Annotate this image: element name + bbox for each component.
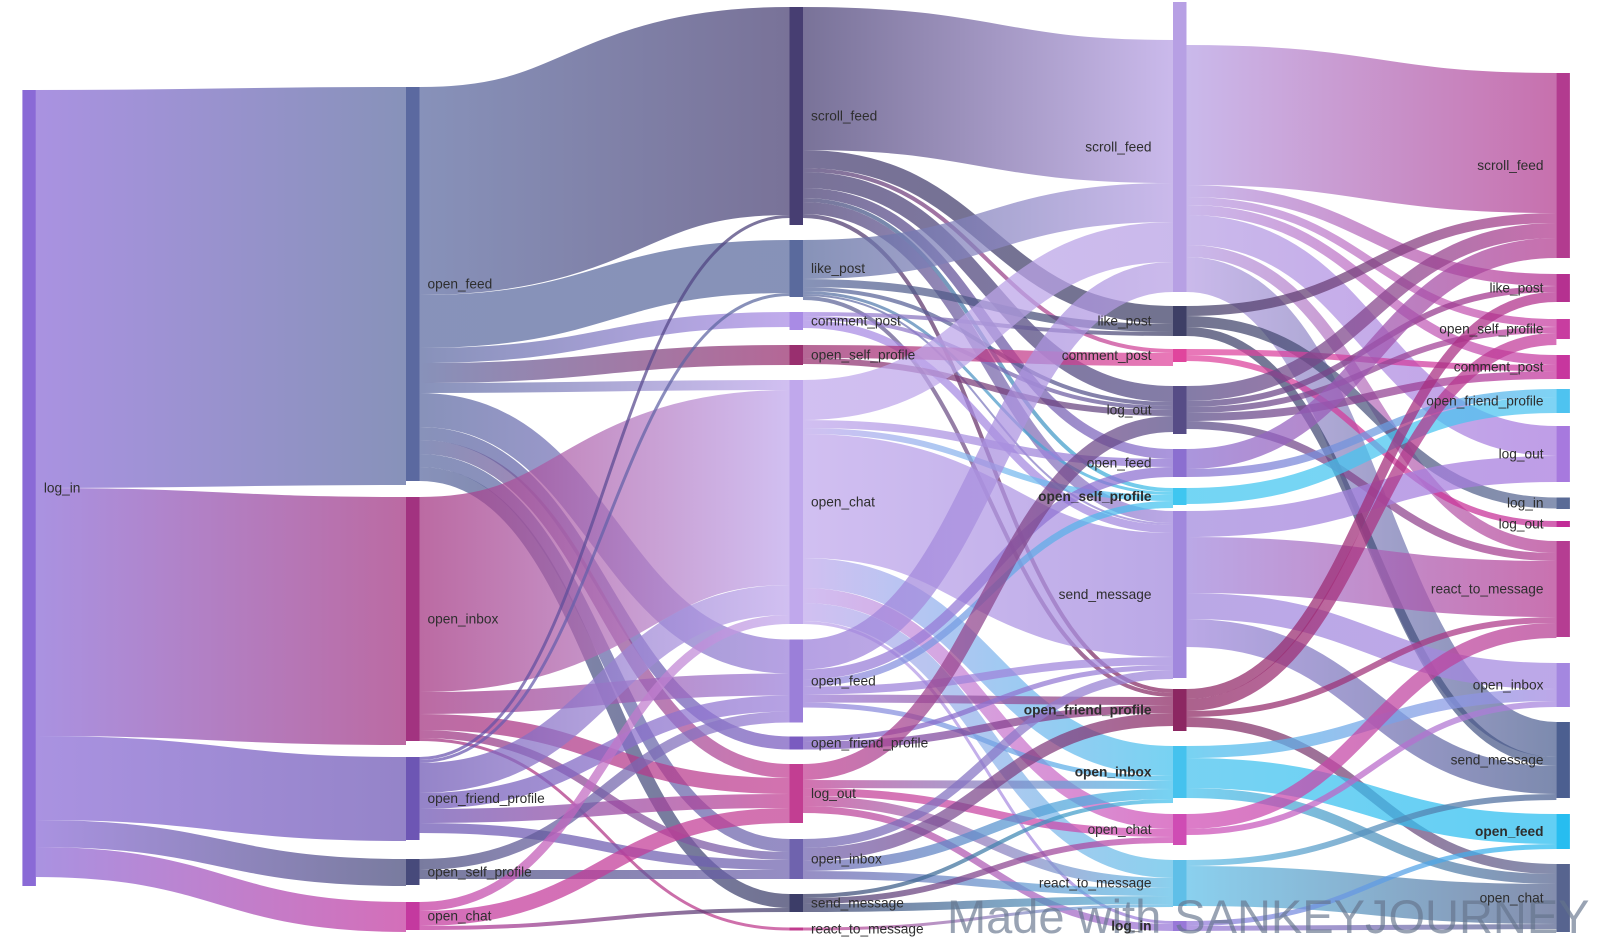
svg-text:open_inbox: open_inbox [811,851,882,866]
svg-text:open_inbox: open_inbox [1473,677,1544,692]
svg-text:open_self_profile: open_self_profile [428,864,532,879]
svg-text:send_message: send_message [1451,752,1544,767]
svg-text:send_message: send_message [1059,587,1152,602]
svg-text:open_feed: open_feed [1475,824,1543,839]
svg-text:like_post: like_post [811,261,865,276]
svg-text:comment_post: comment_post [811,313,901,328]
svg-text:like_post: like_post [1097,313,1151,328]
svg-text:send_message: send_message [811,895,904,910]
svg-text:log_out: log_out [1499,516,1544,531]
svg-text:open_chat: open_chat [428,908,492,923]
svg-text:open_feed: open_feed [811,673,876,688]
svg-text:log_in: log_in [1507,496,1544,511]
svg-text:open_chat: open_chat [1088,822,1152,837]
svg-text:Made with SANKEYJOURNEY: Made with SANKEYJOURNEY [947,890,1590,941]
svg-text:log_in: log_in [1111,918,1151,933]
svg-text:open_chat: open_chat [811,494,875,509]
svg-text:open_friend_profile: open_friend_profile [428,791,545,806]
svg-text:open_inbox: open_inbox [1075,764,1152,779]
svg-text:open_inbox: open_inbox [428,611,499,626]
svg-text:open_friend_profile: open_friend_profile [811,735,928,750]
svg-text:log_out: log_out [1107,402,1152,417]
svg-text:open_self_profile: open_self_profile [1439,321,1543,336]
svg-text:open_feed: open_feed [1087,455,1152,470]
svg-text:log_out: log_out [811,786,856,801]
svg-text:scroll_feed: scroll_feed [1477,158,1543,173]
svg-text:scroll_feed: scroll_feed [811,108,877,123]
svg-text:open_feed: open_feed [428,276,493,291]
svg-text:scroll_feed: scroll_feed [1085,139,1151,154]
svg-text:like_post: like_post [1489,280,1543,295]
svg-text:log_out: log_out [1499,446,1544,461]
svg-text:react_to_message: react_to_message [811,921,924,936]
svg-text:open_friend_profile: open_friend_profile [1426,393,1543,408]
svg-text:comment_post: comment_post [1454,359,1544,374]
svg-text:open_friend_profile: open_friend_profile [1024,702,1152,717]
svg-text:comment_post: comment_post [1062,348,1152,363]
svg-text:log_in: log_in [44,480,81,495]
svg-text:open_self_profile: open_self_profile [811,347,915,362]
svg-text:open_chat: open_chat [1480,890,1544,905]
svg-text:open_self_profile: open_self_profile [1038,489,1152,504]
svg-text:react_to_message: react_to_message [1431,581,1544,596]
svg-text:react_to_message: react_to_message [1039,875,1152,890]
